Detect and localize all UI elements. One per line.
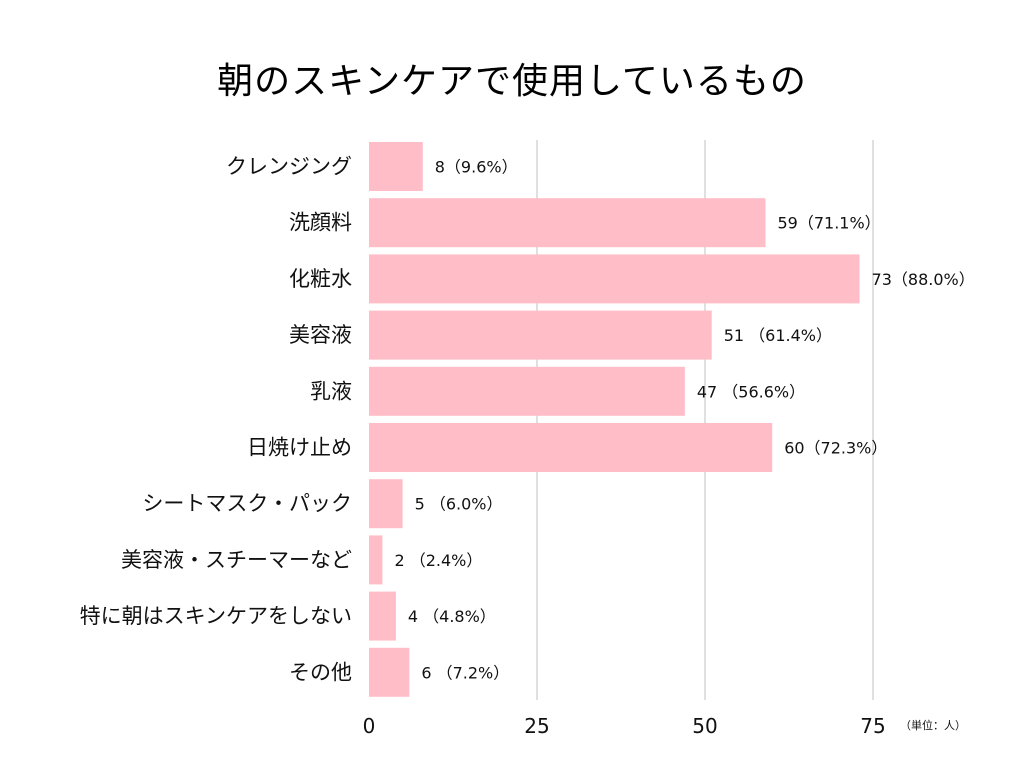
bar bbox=[369, 310, 712, 360]
category-label: 特に朝はスキンケアをしない bbox=[80, 604, 352, 628]
bar bbox=[369, 254, 860, 304]
bar bbox=[369, 479, 403, 529]
category-label: 化粧水 bbox=[289, 267, 352, 291]
category-label: 日焼け止め bbox=[247, 436, 352, 460]
data-label: 6 （7.2%） bbox=[421, 663, 509, 682]
bar bbox=[369, 535, 383, 585]
data-label: 60（72.3%） bbox=[784, 439, 887, 458]
chart-title: 朝のスキンケアで使用しているもの bbox=[217, 61, 807, 102]
data-label: 5 （6.0%） bbox=[415, 495, 503, 514]
unit-label: （単位：人） bbox=[900, 718, 966, 732]
data-label: 4 （4.8%） bbox=[408, 607, 496, 626]
data-label: 8（9.6%） bbox=[435, 158, 518, 177]
bar bbox=[369, 591, 396, 641]
x-tick-label: 0 bbox=[363, 714, 376, 738]
category-label: 乳液 bbox=[310, 379, 352, 403]
category-label: その他 bbox=[289, 660, 352, 684]
category-label: 美容液・スチーマーなど bbox=[121, 548, 352, 572]
bar bbox=[369, 142, 423, 191]
data-label: 73（88.0%） bbox=[872, 270, 975, 289]
bar bbox=[369, 423, 773, 472]
data-label: 47 （56.6%） bbox=[697, 382, 805, 401]
data-label: 51 （61.4%） bbox=[724, 326, 832, 345]
category-label: 洗顔料 bbox=[289, 211, 352, 235]
data-label: 59（71.1%） bbox=[777, 214, 880, 233]
x-tick-label: 75 bbox=[860, 714, 885, 738]
data-label: 2 （2.4%） bbox=[394, 551, 482, 570]
category-label: クレンジング bbox=[226, 155, 352, 179]
category-label: 美容液 bbox=[289, 323, 352, 347]
bar bbox=[369, 198, 766, 248]
bar bbox=[369, 647, 410, 697]
bar bbox=[369, 366, 685, 416]
category-label: シートマスク・パック bbox=[142, 492, 352, 516]
x-tick-label: 50 bbox=[692, 714, 717, 738]
x-tick-label: 25 bbox=[524, 714, 549, 738]
